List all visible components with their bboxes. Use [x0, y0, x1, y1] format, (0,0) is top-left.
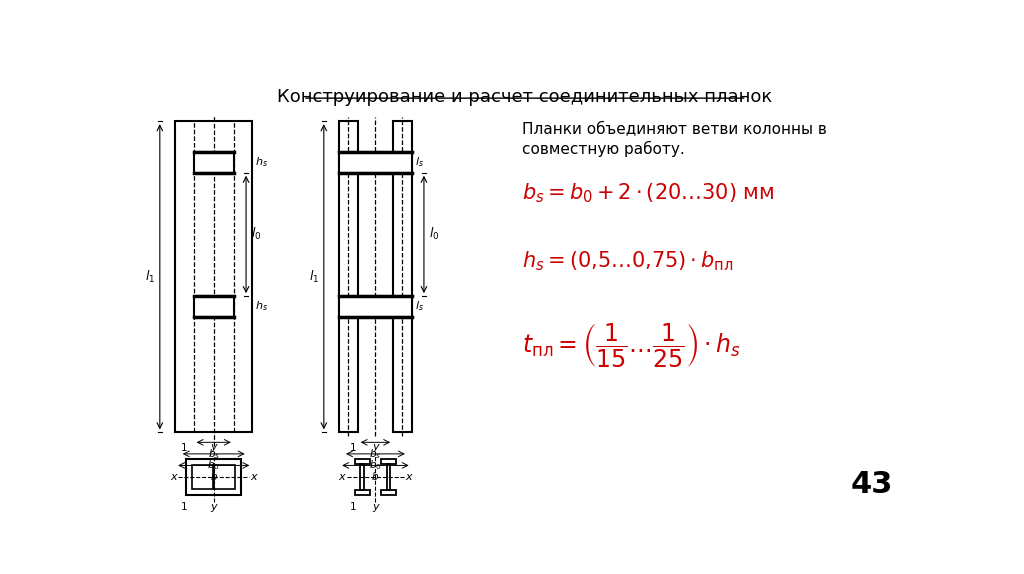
Text: y: y — [372, 502, 379, 513]
Text: $b_s$: $b_s$ — [370, 447, 382, 461]
Text: $b_0$: $b_0$ — [369, 459, 382, 472]
Text: $h_s$: $h_s$ — [255, 300, 268, 313]
Text: 1: 1 — [350, 443, 356, 453]
Text: $b$: $b$ — [372, 470, 380, 482]
Text: $b$: $b$ — [210, 470, 218, 482]
Text: $l_0$: $l_0$ — [429, 226, 439, 242]
Bar — [339, 152, 412, 173]
Text: $b_s = b_0 + 2 \cdot (20 \ldots 30)$ мм: $b_s = b_0 + 2 \cdot (20 \ldots 30)$ мм — [521, 182, 774, 205]
Text: $l_1$: $l_1$ — [145, 269, 156, 285]
Bar — [360, 464, 365, 490]
Bar — [393, 121, 412, 432]
Text: Планки объединяют ветви колонны в: Планки объединяют ветви колонны в — [521, 121, 826, 136]
Bar — [354, 490, 370, 495]
Text: 1: 1 — [181, 502, 187, 513]
Text: $l_1$: $l_1$ — [309, 269, 319, 285]
Text: $l_s$: $l_s$ — [415, 300, 424, 313]
Text: 1: 1 — [181, 443, 187, 453]
Bar — [387, 464, 390, 490]
Bar — [339, 121, 357, 432]
Bar — [381, 490, 396, 495]
Text: $h_s = (0{,}5 \ldots 0{,}75) \cdot b_{\mathregular{пл}}$: $h_s = (0{,}5 \ldots 0{,}75) \cdot b_{\m… — [521, 250, 733, 273]
Text: y: y — [372, 441, 379, 452]
Text: x: x — [406, 472, 412, 482]
Text: совместную работу.: совместную работу. — [521, 141, 684, 157]
Text: $t_{\mathregular{пл}} = \left(\dfrac{1}{15} \ldots \dfrac{1}{25}\right) \cdot h_: $t_{\mathregular{пл}} = \left(\dfrac{1}{… — [521, 320, 741, 369]
Text: x: x — [251, 472, 257, 482]
Text: $l_s$: $l_s$ — [415, 156, 424, 169]
Text: 1: 1 — [350, 502, 356, 513]
Bar — [194, 152, 233, 173]
Bar — [354, 459, 370, 464]
Bar — [193, 465, 213, 489]
Bar — [339, 296, 412, 317]
Text: $b_0$: $b_0$ — [208, 459, 220, 472]
Text: $l_0$: $l_0$ — [251, 226, 261, 242]
Bar — [175, 121, 252, 432]
Bar — [194, 296, 233, 317]
Text: $b_s$: $b_s$ — [208, 447, 220, 461]
Text: $h_s$: $h_s$ — [255, 156, 268, 169]
Text: x: x — [170, 472, 177, 482]
Text: x: x — [339, 472, 345, 482]
Bar — [214, 465, 236, 489]
Text: Конструирование и расчет соединительных планок: Конструирование и расчет соединительных … — [278, 88, 772, 106]
Bar — [381, 459, 396, 464]
Text: y: y — [210, 441, 217, 452]
Text: y: y — [210, 502, 217, 513]
Text: 43: 43 — [851, 470, 893, 499]
Bar — [186, 459, 242, 495]
